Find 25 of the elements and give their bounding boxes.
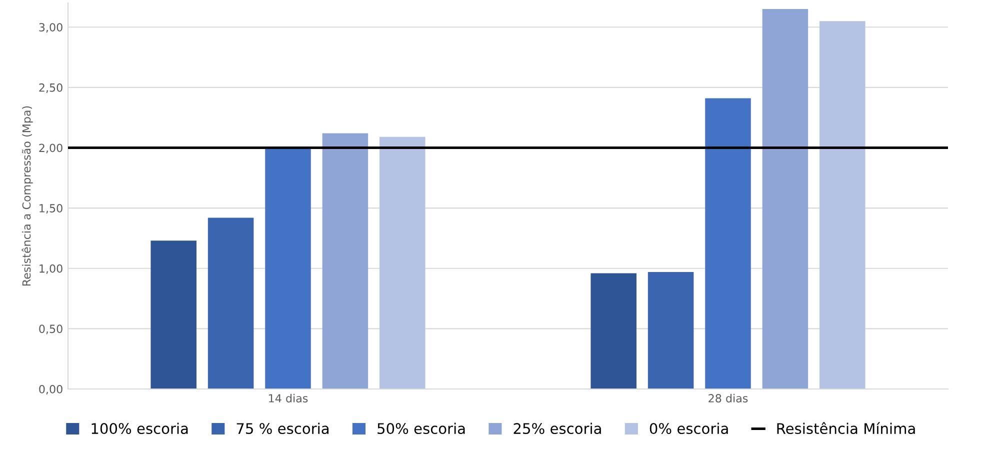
- bar: [590, 273, 636, 389]
- y-tick-label: 2,50: [39, 83, 62, 93]
- y-tick-label: 0,00: [39, 384, 62, 395]
- legend-label: Resistência Mínima: [777, 422, 915, 434]
- legend-label: 0% escoria: [650, 422, 728, 434]
- bar: [380, 136, 426, 389]
- bar: [705, 98, 751, 389]
- bar: [150, 240, 196, 389]
- bar: [820, 21, 866, 389]
- legend-label: 75 % escoria: [236, 422, 328, 434]
- y-tick-label: 2,00: [39, 144, 62, 154]
- legend-label: 25% escoria: [514, 422, 601, 434]
- legend-label: 50% escoria: [378, 422, 465, 434]
- y-tick-label: 1,00: [40, 264, 62, 274]
- y-axis-title: Resistência a Compressão (Mpa): [22, 106, 33, 286]
- y-tick-label: 1,50: [40, 204, 62, 214]
- x-tick-label: 28 dias: [708, 394, 748, 402]
- bar: [322, 133, 368, 389]
- bar: [648, 272, 694, 389]
- bar: [208, 218, 254, 389]
- x-tick-label: 14 dias: [269, 394, 308, 402]
- y-tick-label: 0,50: [39, 324, 62, 334]
- y-tick-label: 3,00: [39, 23, 62, 33]
- bar: [762, 9, 808, 389]
- legend-label: 100% escoria: [92, 422, 188, 434]
